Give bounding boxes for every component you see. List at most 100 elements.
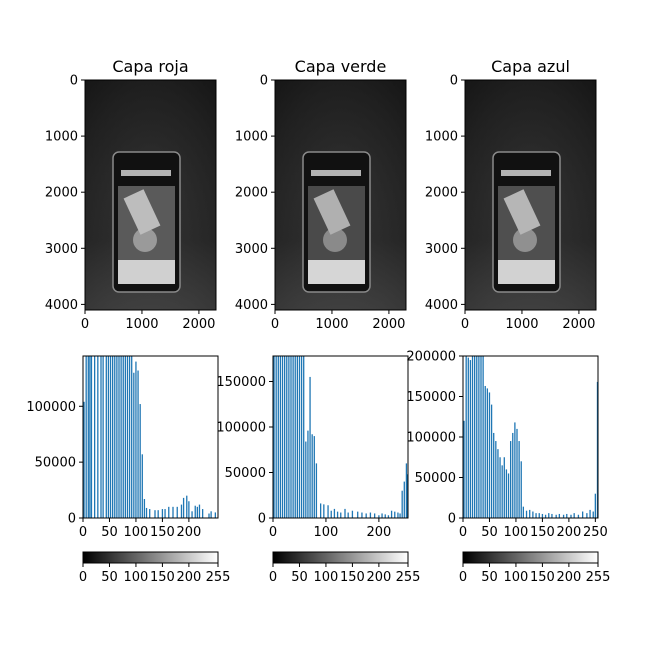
image-axes-frame	[84, 79, 217, 311]
x-tick-label: 50	[481, 525, 498, 540]
y-tick-label: 0	[68, 512, 76, 527]
y-tick-label: 150000	[406, 390, 456, 405]
histogram-bar	[558, 513, 561, 518]
histogram-bar	[168, 506, 170, 518]
colorbar-tick-label: 150	[530, 570, 555, 585]
histogram-bar	[141, 454, 143, 518]
histogram-bar	[107, 356, 110, 518]
histogram-bar	[210, 511, 212, 518]
colorbar	[462, 551, 599, 564]
histogram-bar	[503, 457, 505, 518]
y-tick-label: 2000	[45, 186, 78, 201]
histogram-bar	[586, 513, 588, 518]
y-tick-label: 150000	[216, 375, 266, 390]
histogram-bar	[509, 441, 512, 518]
histogram-bar	[344, 508, 346, 518]
histogram-bar	[87, 356, 89, 518]
photo-layer	[275, 80, 406, 310]
histogram-bar	[93, 356, 96, 518]
panel-title-green: Capa verde	[295, 57, 387, 76]
histogram-bar	[406, 474, 408, 518]
image-axes-frame	[274, 79, 407, 311]
colorbar-tick-label: 200	[556, 570, 581, 585]
histogram-bar	[196, 506, 199, 518]
colorbar-tick-label: 50	[481, 570, 498, 585]
x-tick-label: 200	[366, 525, 391, 540]
x-tick-label: 0	[81, 317, 89, 332]
histogram-axes-frame	[82, 355, 219, 519]
histogram-bar	[577, 514, 580, 518]
histogram-bar	[351, 510, 354, 518]
histogram-bar	[403, 481, 405, 518]
histogram-bar	[131, 356, 133, 518]
histogram-bar	[486, 388, 489, 518]
histogram-bar	[493, 432, 495, 518]
x-tick-label: 150	[530, 525, 555, 540]
y-tick-label: 4000	[235, 298, 268, 313]
histogram-bar	[465, 356, 467, 518]
histogram-bar	[114, 356, 116, 518]
photo-layer	[85, 80, 216, 310]
histogram-bar	[548, 513, 550, 518]
x-tick-label: 2000	[562, 317, 595, 332]
histogram-bar	[463, 420, 465, 518]
histogram-bar	[164, 509, 166, 518]
colorbar-tick-label: 100	[124, 570, 149, 585]
colorbar-tick-label: 150	[340, 570, 365, 585]
histogram-bar	[467, 357, 469, 518]
histogram-bar	[581, 511, 584, 518]
histogram-bar	[149, 509, 151, 518]
colorbar-tick-label: 100	[314, 570, 339, 585]
y-tick-label: 2000	[425, 186, 458, 201]
histogram-bar	[154, 510, 156, 518]
histogram-bar	[518, 441, 520, 518]
histogram-bar	[476, 356, 478, 518]
histogram-bar	[111, 356, 114, 518]
histogram-bar	[480, 356, 482, 518]
x-tick-label: 150	[150, 525, 175, 540]
histogram-bar	[198, 504, 201, 518]
histogram-bar	[544, 514, 547, 518]
y-tick-label: 1000	[425, 130, 458, 145]
histogram-bar	[589, 509, 591, 518]
histogram-bar	[116, 356, 118, 518]
x-tick-label: 1000	[315, 317, 348, 332]
histogram-bar	[596, 381, 598, 518]
histogram-bar	[497, 449, 499, 518]
y-tick-label: 100000	[26, 400, 76, 415]
y-tick-label: 4000	[425, 298, 458, 313]
y-tick-label: 0	[70, 74, 78, 89]
histogram-bar	[135, 361, 137, 518]
histogram-bar	[488, 392, 491, 518]
x-tick-label: 0	[459, 525, 467, 540]
x-tick-label: 1000	[125, 317, 158, 332]
histogram-bar	[145, 507, 148, 518]
histogram-bar	[357, 511, 359, 518]
y-tick-label: 3000	[45, 242, 78, 257]
histogram-bar	[97, 356, 99, 518]
panel-title-red: Capa roja	[112, 57, 188, 76]
histogram-bar	[176, 506, 178, 518]
colorbar-tick-label: 50	[101, 570, 118, 585]
histogram-bar	[512, 432, 514, 518]
histogram-bar	[298, 356, 301, 518]
histogram-bar	[336, 511, 339, 518]
histogram-bar	[592, 511, 594, 518]
x-tick-label: 100	[124, 525, 149, 540]
y-tick-label: 2000	[235, 186, 268, 201]
histogram-bar	[214, 512, 217, 518]
image-panel-blue	[465, 80, 596, 310]
histogram-bar	[277, 356, 279, 518]
x-tick-label: 250	[583, 525, 608, 540]
histogram-bar	[566, 513, 568, 518]
y-tick-label: 3000	[425, 242, 458, 257]
x-tick-label: 2000	[182, 317, 215, 332]
histogram-bar	[286, 356, 288, 518]
histogram-bar	[469, 360, 472, 518]
histogram-bar	[535, 513, 537, 518]
histogram-bar	[133, 372, 135, 518]
colorbar	[272, 551, 409, 564]
histogram-bar	[315, 463, 318, 518]
y-tick-label: 1000	[45, 130, 78, 145]
y-tick-label: 0	[450, 74, 458, 89]
